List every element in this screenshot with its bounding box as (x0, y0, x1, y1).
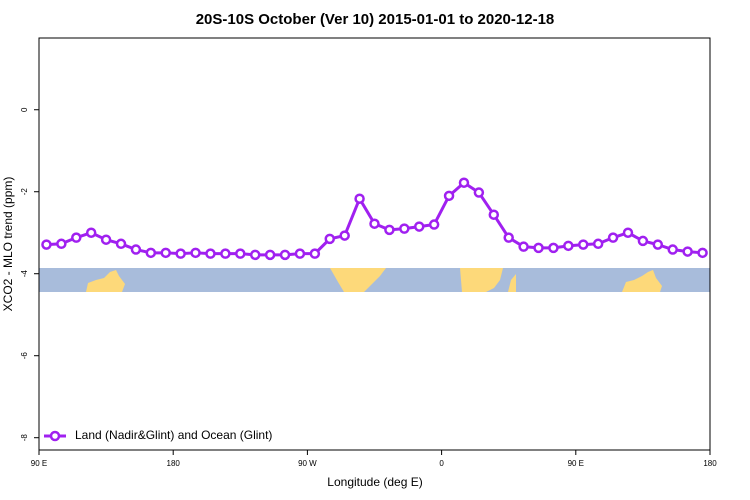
data-point (578, 239, 589, 250)
data-point (533, 242, 544, 254)
data-point (145, 247, 157, 259)
data-point (205, 248, 216, 259)
x-tick-label: 90 W (298, 459, 317, 468)
data-point (235, 248, 246, 259)
data-point (697, 247, 708, 259)
data-point (563, 240, 574, 252)
y-tick-label: -4 (20, 270, 29, 278)
data-point (488, 209, 500, 220)
data-point (264, 249, 276, 261)
data-point (637, 235, 649, 247)
data-point (682, 246, 693, 257)
data-point (548, 242, 559, 254)
data-point (56, 238, 67, 250)
data-point (518, 241, 529, 252)
y-tick-label: -8 (20, 434, 29, 442)
data-point (309, 248, 321, 259)
y-tick-label: -2 (20, 188, 29, 196)
data-point (71, 232, 82, 243)
y-tick-label: 0 (20, 107, 29, 112)
data-point (100, 234, 112, 245)
data-point (473, 187, 485, 198)
data-point (652, 239, 664, 250)
chart-title: 20S-10S October (Ver 10) 2015-01-01 to 2… (196, 11, 555, 28)
data-point (428, 219, 440, 230)
data-point (607, 232, 619, 243)
data-point (160, 247, 171, 259)
y-axis-label: XCO2 - MLO trend (ppm) (1, 177, 15, 312)
data-point (458, 177, 470, 188)
data-point (384, 224, 395, 236)
legend-marker (49, 430, 61, 442)
data-point (369, 218, 380, 229)
data-point (592, 238, 604, 250)
data-point (190, 247, 201, 259)
data-point (175, 248, 186, 259)
data-point (622, 227, 634, 238)
x-tick-label: 90 E (31, 459, 47, 468)
data-point (667, 244, 678, 255)
data-point (115, 238, 127, 250)
x-tick-label: 90 E (568, 459, 584, 468)
data-point (413, 221, 425, 232)
data-point (339, 230, 350, 241)
land-ocean-map (39, 268, 710, 292)
data-point (399, 223, 410, 234)
x-tick-label: 180 (167, 459, 181, 468)
data-point (279, 249, 291, 261)
data-point (41, 239, 52, 250)
data-point (130, 244, 142, 255)
data-point (294, 248, 306, 259)
y-tick-label: -6 (20, 352, 29, 360)
legend-label: Land (Nadir&Glint) and Ocean (Glint) (75, 428, 272, 442)
x-axis-label: Longitude (deg E) (327, 475, 422, 489)
plot-frame (38, 37, 711, 451)
data-point (324, 233, 336, 245)
data-point (220, 248, 231, 259)
x-tick-label: 180 (703, 459, 717, 468)
data-point (249, 249, 261, 261)
data-point (503, 232, 514, 243)
legend: Land (Nadir&Glint) and Ocean (Glint) (44, 428, 272, 442)
data-point (85, 227, 97, 238)
x-tick-label: 0 (439, 459, 444, 468)
data-point (443, 190, 455, 202)
data-point (354, 193, 365, 204)
